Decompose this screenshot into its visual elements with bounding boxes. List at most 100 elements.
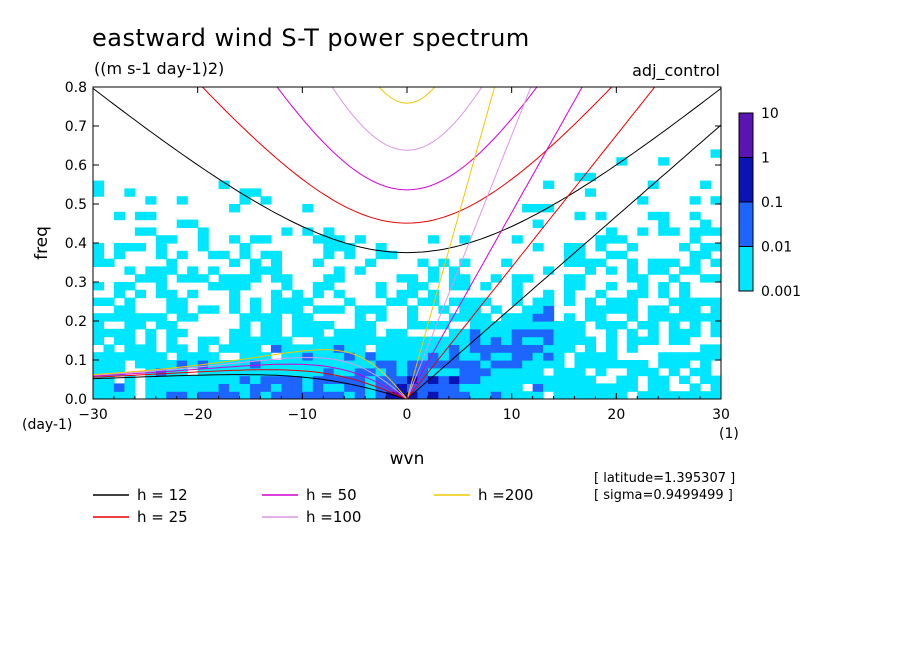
power-cell bbox=[166, 328, 178, 338]
power-cell bbox=[511, 344, 523, 353]
power-cell bbox=[417, 321, 429, 330]
power-cell bbox=[553, 360, 565, 369]
power-cell bbox=[155, 266, 167, 275]
power-cell bbox=[323, 282, 335, 291]
power-cell bbox=[354, 266, 366, 275]
power-cell bbox=[668, 321, 680, 330]
power-cell bbox=[333, 360, 345, 369]
power-cell bbox=[448, 383, 460, 392]
power-cell bbox=[658, 282, 670, 291]
power-cell bbox=[626, 336, 638, 345]
power-cell bbox=[584, 391, 596, 399]
power-cell bbox=[710, 391, 721, 399]
power-cell bbox=[511, 352, 523, 361]
power-cell bbox=[543, 305, 555, 314]
power-cell bbox=[166, 360, 178, 369]
power-cell bbox=[438, 367, 450, 377]
power-cell bbox=[679, 282, 691, 291]
power-cell bbox=[229, 258, 241, 267]
power-cell bbox=[239, 243, 251, 252]
power-cell bbox=[176, 313, 188, 322]
power-cell bbox=[354, 235, 366, 244]
power-cell bbox=[564, 391, 576, 399]
power-cell bbox=[270, 266, 282, 275]
power-cell bbox=[679, 289, 691, 299]
power-cell bbox=[658, 383, 670, 392]
power-cell bbox=[668, 258, 680, 267]
power-cell bbox=[197, 391, 209, 399]
power-cell bbox=[626, 328, 638, 338]
power-cell bbox=[553, 344, 565, 353]
power-cell bbox=[469, 305, 481, 314]
power-cell bbox=[166, 391, 178, 399]
power-cell bbox=[333, 344, 345, 353]
power-cell bbox=[689, 367, 701, 377]
power-cell bbox=[354, 313, 366, 322]
power-cell bbox=[365, 360, 377, 369]
power-cell bbox=[427, 383, 439, 392]
power-cell bbox=[218, 367, 230, 377]
power-cell bbox=[323, 250, 335, 260]
gravity-wave-line bbox=[378, 87, 436, 104]
power-cell bbox=[260, 321, 272, 330]
power-cell bbox=[312, 289, 324, 299]
power-cell bbox=[658, 157, 670, 166]
power-cell bbox=[668, 297, 680, 306]
power-cell bbox=[522, 313, 534, 322]
power-cell bbox=[396, 344, 408, 353]
power-cell bbox=[710, 313, 721, 322]
power-cell bbox=[396, 336, 408, 345]
power-cell bbox=[564, 375, 576, 384]
power-cell bbox=[574, 375, 586, 384]
gravity-wave-line bbox=[276, 87, 538, 191]
power-cell bbox=[710, 305, 721, 314]
power-cell bbox=[448, 328, 460, 338]
legend-label: h =200 bbox=[478, 486, 533, 504]
power-cell bbox=[176, 344, 188, 353]
power-cell bbox=[124, 282, 136, 291]
power-cell bbox=[344, 352, 356, 361]
power-cell bbox=[113, 289, 125, 299]
power-cell bbox=[532, 305, 544, 314]
power-cell bbox=[124, 305, 136, 314]
power-cell bbox=[134, 227, 146, 236]
power-cell bbox=[700, 352, 712, 361]
power-cell bbox=[145, 313, 157, 322]
power-cell bbox=[543, 383, 555, 392]
power-cell bbox=[229, 336, 241, 345]
power-cell bbox=[312, 352, 324, 361]
power-cell bbox=[312, 383, 324, 392]
power-cell bbox=[250, 360, 262, 369]
y-tick-label: 0.3 bbox=[65, 275, 87, 291]
power-cell bbox=[626, 274, 638, 283]
power-cell bbox=[511, 274, 523, 283]
power-cell bbox=[333, 352, 345, 361]
power-cell bbox=[260, 328, 272, 338]
power-cell bbox=[532, 367, 544, 377]
power-cell bbox=[658, 391, 670, 399]
power-cell bbox=[155, 235, 167, 244]
power-cell bbox=[553, 336, 565, 345]
power-cell bbox=[480, 313, 492, 322]
power-cell bbox=[605, 297, 617, 306]
power-cell bbox=[710, 227, 721, 236]
power-cell bbox=[658, 219, 670, 228]
power-cell bbox=[469, 352, 481, 361]
power-cell bbox=[564, 274, 576, 283]
power-cell bbox=[407, 289, 419, 299]
power-cell bbox=[145, 352, 157, 361]
power-cell bbox=[448, 336, 460, 345]
power-cell bbox=[176, 250, 188, 260]
power-cell bbox=[605, 352, 617, 361]
legend-item: h = 25 bbox=[93, 508, 188, 526]
power-cell bbox=[354, 375, 366, 384]
power-cell bbox=[595, 383, 607, 392]
power-cell bbox=[312, 321, 324, 330]
power-cell bbox=[302, 321, 314, 330]
power-cell bbox=[427, 321, 439, 330]
power-cell bbox=[668, 352, 680, 361]
power-cell bbox=[564, 313, 576, 322]
power-cell bbox=[354, 367, 366, 377]
power-cell bbox=[354, 383, 366, 392]
power-cell bbox=[354, 344, 366, 353]
